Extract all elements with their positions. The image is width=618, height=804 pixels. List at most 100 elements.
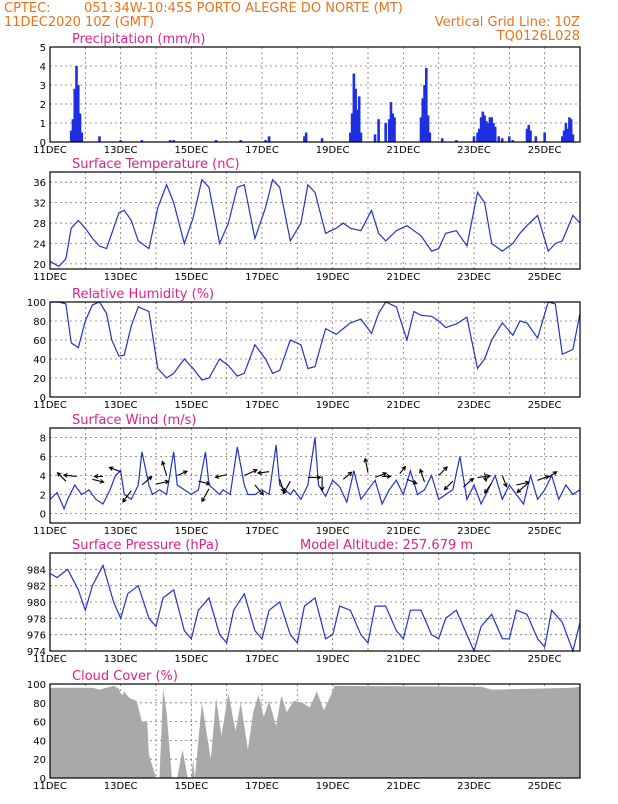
temperature-xtick-label: 21DEC xyxy=(386,272,420,283)
wind-direction-arrow xyxy=(282,480,291,495)
cloud-cover-xtick-label: 19DEC xyxy=(316,781,350,792)
wind-direction-arrow xyxy=(484,482,493,494)
precipitation-bar xyxy=(98,136,101,142)
cloud-cover-ytick-label: 80 xyxy=(33,699,46,710)
cloud-cover-ytick-label: 0 xyxy=(40,774,46,785)
pressure-xtick-label: 25DEC xyxy=(528,654,562,665)
precipitation-bar xyxy=(421,98,425,142)
precipitation-bar xyxy=(267,136,271,142)
precipitation-bar xyxy=(566,128,569,142)
pressure-panel: 974 976 978 980 982 984 11DEC 13DEC 15DEC 17DEC 19… xyxy=(27,538,581,665)
wind-xtick-label: 15DEC xyxy=(174,526,208,537)
pressure-ytick-label: 982 xyxy=(27,582,46,593)
pressure-xtick-label: 21DEC xyxy=(386,654,420,665)
temperature-xtick-label: 11DEC xyxy=(33,272,67,283)
precipitation-bar xyxy=(492,123,495,142)
precipitation-xtick-label: 11DEC xyxy=(33,145,67,156)
wind-xtick-label: 17DEC xyxy=(245,526,279,537)
pressure-xtick-label: 17DEC xyxy=(245,654,279,665)
precipitation-bar xyxy=(571,134,575,142)
wind-direction-arrow xyxy=(516,480,531,486)
precipitation-bar xyxy=(511,140,515,142)
wind-ytick-label: 4 xyxy=(40,472,46,483)
pressure-ytick-label: 974 xyxy=(27,647,46,658)
wind-direction-arrow xyxy=(155,479,170,485)
precipitation-xtick-label: 23DEC xyxy=(457,145,491,156)
wind-xtick-label: 19DEC xyxy=(316,526,350,537)
temperature-ytick-label: 28 xyxy=(33,219,46,230)
cloud-cover-xtick-label: 21DEC xyxy=(386,781,420,792)
wind-direction-arrow xyxy=(477,473,492,479)
precipitation-ytick-label: 1 xyxy=(40,119,46,130)
header-run-time: 11DEC2020 10Z (GMT) xyxy=(4,15,154,30)
precipitation-bar xyxy=(455,140,458,142)
humidity-ytick-label: 40 xyxy=(33,355,46,366)
temperature-xtick-label: 19DEC xyxy=(316,272,350,283)
precipitation-ytick-label: 0 xyxy=(40,138,46,149)
wind-xtick-label: 21DEC xyxy=(386,526,420,537)
cloud-cover-xtick-label: 17DEC xyxy=(245,781,279,792)
precipitation-bar xyxy=(389,102,393,142)
precipitation-xtick-label: 25DEC xyxy=(528,145,562,156)
precipitation-bar xyxy=(485,121,488,142)
precipitation-bar xyxy=(425,67,428,142)
precipitation-bar xyxy=(476,132,479,142)
precipitation-bar xyxy=(500,138,504,142)
wind-direction-arrow xyxy=(537,474,550,481)
wind-ytick-label: 8 xyxy=(40,434,46,445)
pressure-xtick-label: 15DEC xyxy=(174,654,208,665)
wind-direction-arrow xyxy=(443,480,454,491)
precipitation-bar xyxy=(140,140,144,142)
temperature-title: Surface Temperature (nC) xyxy=(72,157,240,172)
precipitation-bar xyxy=(320,138,324,142)
pressure-ytick-label: 984 xyxy=(27,565,46,576)
precipitation-bar xyxy=(490,117,493,142)
wind-direction-arrow xyxy=(363,457,369,473)
wind-direction-arrow xyxy=(256,470,270,476)
precipitation-bar xyxy=(486,123,490,142)
pressure-ytick-label: 978 xyxy=(27,614,46,625)
pressure-xtick-label: 13DEC xyxy=(104,654,138,665)
wind-direction-arrow xyxy=(342,471,353,480)
temperature-frame xyxy=(49,171,581,270)
cloud-cover-title: Cloud Cover (%) xyxy=(72,669,178,684)
humidity-xtick-label: 13DEC xyxy=(104,400,138,411)
precipitation-bar xyxy=(525,128,529,142)
wind-ytick-label: 6 xyxy=(40,453,46,464)
humidity-xtick-label: 11DEC xyxy=(33,400,67,411)
wind-direction-arrow xyxy=(254,484,265,496)
precipitation-bar xyxy=(483,115,486,142)
precipitation-bar xyxy=(377,119,380,142)
pressure-frame xyxy=(49,552,581,652)
pressure-title: Surface Pressure (hPa) xyxy=(72,538,219,553)
pressure-series-line xyxy=(49,563,581,654)
precipitation-bar xyxy=(568,117,571,142)
wind-direction-arrow xyxy=(214,474,227,479)
precipitation-bar xyxy=(172,140,175,142)
cloud-cover-xtick-label: 23DEC xyxy=(457,781,491,792)
precipitation-ytick-label: 2 xyxy=(40,100,46,111)
cloud-cover-frame xyxy=(49,683,581,779)
cloud-cover-xtick-label: 25DEC xyxy=(528,781,562,792)
precipitation-title: Precipitation (mm/h) xyxy=(72,32,205,47)
wind-xtick-label: 13DEC xyxy=(104,526,138,537)
wind-direction-arrow xyxy=(92,478,105,484)
precipitation-bar xyxy=(69,130,73,142)
cloud-cover-area xyxy=(50,685,580,778)
precipitation-bar xyxy=(472,136,476,142)
header-grid-line-note: Vertical Grid Line: 10Z xyxy=(435,15,580,30)
humidity-ytick-label: 60 xyxy=(33,336,46,347)
cloud-cover-panel: 0 20 40 60 80 100 11DEC 13DEC 15DEC 17DEC 19DEC 21D… xyxy=(27,669,581,792)
wind-direction-arrow xyxy=(374,472,388,478)
humidity-ytick-label: 0 xyxy=(40,393,46,404)
wind-direction-arrow xyxy=(406,478,418,485)
precipitation-frame xyxy=(49,46,581,143)
humidity-xtick-label: 19DEC xyxy=(316,400,350,411)
precipitation-bar xyxy=(564,123,568,142)
humidity-xtick-label: 17DEC xyxy=(245,400,279,411)
precipitation-bar xyxy=(419,117,423,142)
wind-direction-arrow xyxy=(141,475,153,486)
humidity-xtick-label: 15DEC xyxy=(174,400,208,411)
precipitation-bar xyxy=(428,132,432,142)
